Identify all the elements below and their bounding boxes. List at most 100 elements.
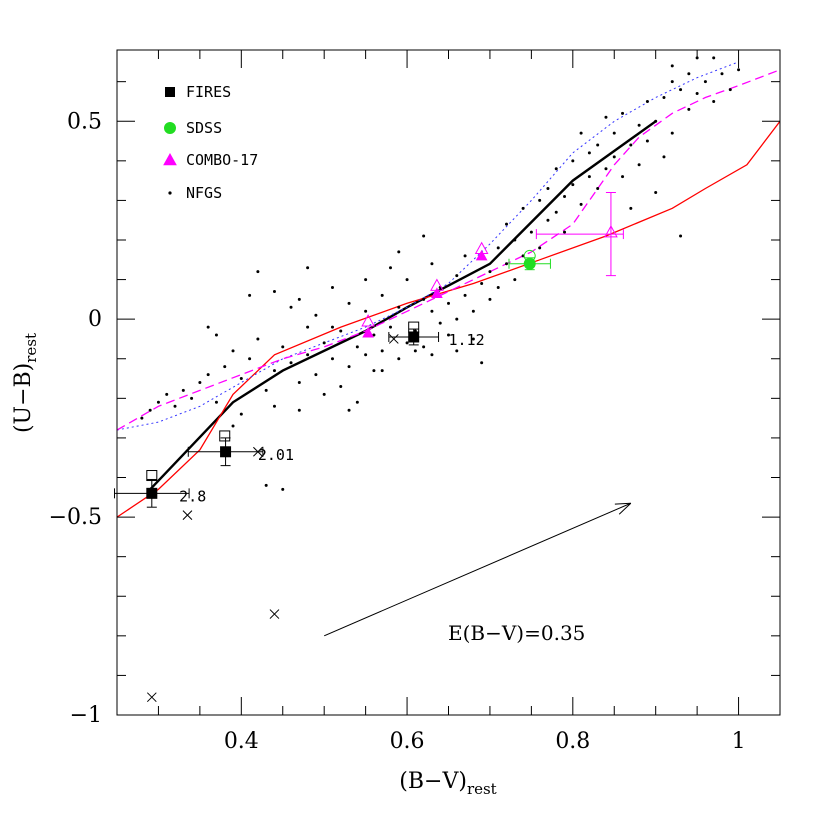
nfgs-point xyxy=(637,163,641,167)
nfgs-point xyxy=(546,187,550,191)
nfgs-point xyxy=(480,361,484,365)
nfgs-point xyxy=(397,305,401,309)
nfgs-point xyxy=(256,337,260,341)
reddening-label: E(B−V)=0.35 xyxy=(448,621,585,645)
nfgs-point xyxy=(546,218,550,222)
nfgs-point xyxy=(281,345,285,349)
combo-point xyxy=(362,326,374,338)
nfgs-point xyxy=(687,72,691,76)
nfgs-point xyxy=(687,107,691,111)
nfgs-point xyxy=(380,293,384,297)
combo-point xyxy=(475,249,488,261)
nfgs-point xyxy=(612,131,616,135)
nfgs-point xyxy=(397,357,401,361)
fires-open-point xyxy=(146,470,158,482)
y-tick-label: 0.5 xyxy=(67,109,102,134)
nfgs-point xyxy=(645,99,649,103)
nfgs-point xyxy=(314,313,318,317)
data-markers xyxy=(114,192,624,703)
nfgs-point xyxy=(455,274,459,278)
nfgs-point xyxy=(488,297,492,301)
nfgs-point xyxy=(339,329,343,333)
nfgs-point xyxy=(670,80,674,84)
combo-open-point xyxy=(361,314,375,327)
nfgs-point xyxy=(654,119,658,123)
fires-point xyxy=(146,487,158,499)
nfgs-point xyxy=(662,155,666,159)
nfgs-point xyxy=(140,416,144,420)
curve-black_track xyxy=(149,120,657,491)
fires-point xyxy=(408,331,420,343)
nfgs-point xyxy=(372,369,376,373)
legend-label: FIRES xyxy=(186,83,231,101)
nfgs-point xyxy=(471,309,475,313)
sdss-point xyxy=(523,257,536,270)
nfgs-point xyxy=(347,408,351,412)
nfgs-point xyxy=(430,309,434,313)
nfgs-point xyxy=(206,325,210,329)
nfgs-point xyxy=(339,384,343,388)
nfgs-point xyxy=(248,357,252,361)
legend-item-nfgs: NFGS xyxy=(168,184,222,202)
nfgs-point xyxy=(488,270,492,274)
model-curves xyxy=(117,61,780,518)
plot-frame: 0.4 0.6 0.8 1 −1 −0.5 0 0.5 (B−V)rest (U−B)rest xyxy=(11,49,781,798)
legend-marker-fires xyxy=(165,87,175,97)
nfgs-point xyxy=(214,400,218,404)
nfgs-point xyxy=(388,266,392,270)
nfgs-point xyxy=(165,392,169,396)
nfgs-point xyxy=(521,206,525,210)
nfgs-point xyxy=(447,301,450,305)
nfgs-point xyxy=(355,345,359,349)
nfgs-point xyxy=(173,404,177,408)
nfgs-point xyxy=(239,377,243,381)
nfgs-point xyxy=(239,412,243,416)
nfgs-point xyxy=(695,92,699,96)
nfgs-point xyxy=(364,309,368,313)
legend-marker-combo xyxy=(163,152,177,166)
nfgs-point xyxy=(538,198,542,202)
reddening-arrow xyxy=(323,502,632,637)
nfgs-point xyxy=(190,396,194,400)
nfgs-point xyxy=(447,333,450,337)
nfgs-point xyxy=(231,424,235,428)
y-axis-label: (U−B)rest xyxy=(11,333,40,433)
nfgs-point xyxy=(720,72,724,76)
cross-marker xyxy=(146,692,157,703)
y-tick-label: −0.5 xyxy=(49,505,102,530)
nfgs-point xyxy=(587,151,591,155)
nfgs-point xyxy=(554,210,558,214)
nfgs-point xyxy=(322,392,326,396)
nfgs-point xyxy=(347,365,351,369)
nfgs-point xyxy=(612,155,616,159)
nfgs-point xyxy=(554,167,558,171)
nfgs-point xyxy=(579,202,583,206)
nfgs-point xyxy=(679,234,683,238)
combo-point xyxy=(431,287,443,298)
nfgs-point xyxy=(388,325,392,329)
nfgs-point xyxy=(330,286,334,289)
nfgs-point xyxy=(496,246,500,250)
nfgs-point xyxy=(529,230,533,234)
legend-label: SDSS xyxy=(186,119,222,137)
legend-item-fires: FIRES xyxy=(165,83,231,101)
x-tick-label: 0.4 xyxy=(224,729,259,754)
nfgs-point xyxy=(380,369,384,373)
nfgs-point xyxy=(430,262,434,266)
nfgs-point xyxy=(264,388,268,392)
fires-point xyxy=(220,446,232,458)
nfgs-point xyxy=(256,270,260,274)
nfgs-points xyxy=(140,56,741,491)
nfgs-point xyxy=(604,115,608,119)
nfgs-point xyxy=(272,369,276,373)
curve-magenta_model xyxy=(117,69,780,431)
nfgs-point xyxy=(248,293,252,297)
nfgs-point xyxy=(297,381,301,384)
nfgs-point xyxy=(471,337,475,341)
nfgs-point xyxy=(654,191,658,194)
nfgs-point xyxy=(621,175,625,179)
nfgs-point xyxy=(272,289,276,293)
redshift-label: 2.8 xyxy=(179,487,206,505)
nfgs-point xyxy=(737,68,741,72)
nfgs-point xyxy=(289,305,293,309)
